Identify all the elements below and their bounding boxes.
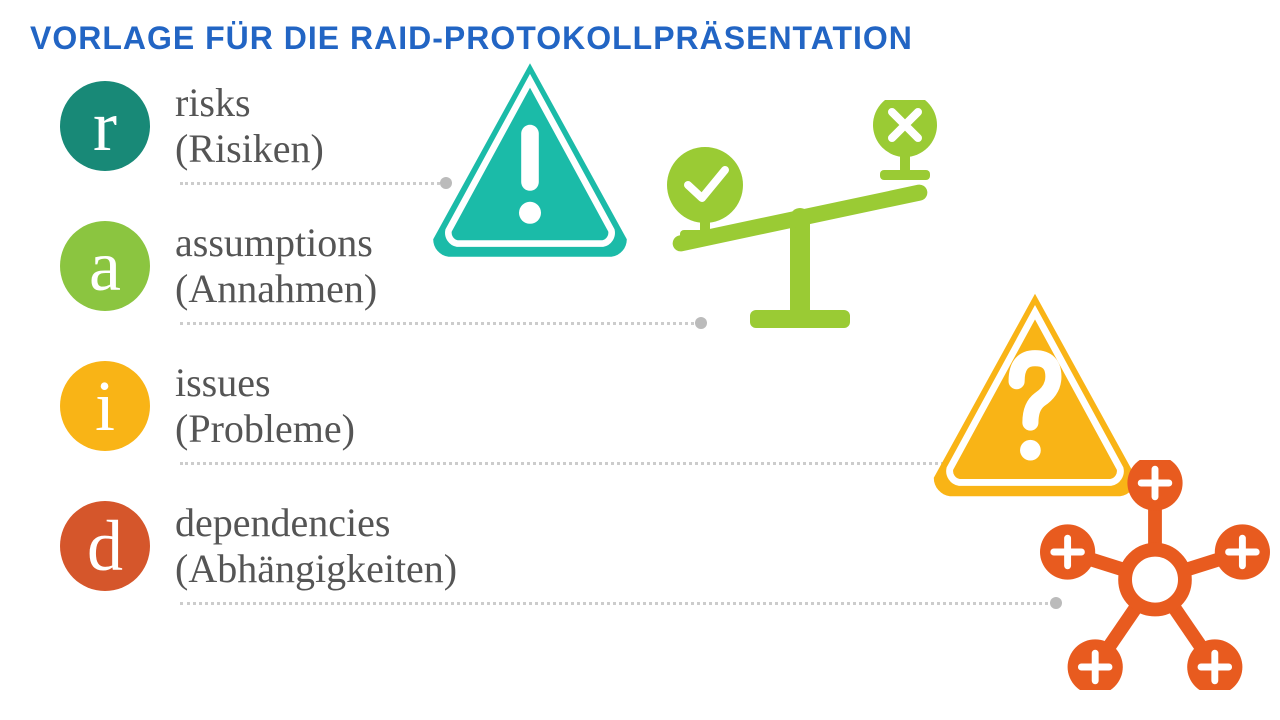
risks-warning-icon — [420, 50, 640, 270]
raid-row-r: rrisks(Risiken) — [60, 80, 324, 172]
raid-label-line2: (Annahmen) — [175, 266, 377, 312]
raid-label-d: dependencies(Abhängigkeiten) — [175, 500, 457, 592]
raid-label-line2: (Risiken) — [175, 126, 324, 172]
raid-label-i: issues(Probleme) — [175, 360, 355, 452]
raid-label-line2: (Probleme) — [175, 406, 355, 452]
letter-circle-r: r — [60, 81, 150, 171]
raid-label-a: assumptions(Annahmen) — [175, 220, 377, 312]
raid-row-i: iissues(Probleme) — [60, 360, 355, 452]
dotted-line — [180, 602, 1055, 605]
assumptions-scale-icon — [630, 100, 970, 340]
dotted-line — [180, 462, 950, 465]
letter-circle-d: d — [60, 501, 150, 591]
raid-label-line2: (Abhängigkeiten) — [175, 546, 457, 592]
raid-label-line1: assumptions — [175, 220, 377, 266]
raid-label-line1: dependencies — [175, 500, 457, 546]
raid-row-d: d dependencies(Abhängigkeiten) — [60, 500, 457, 592]
letter-circle-i: i — [60, 361, 150, 451]
raid-label-r: risks(Risiken) — [175, 80, 324, 172]
dotted-line — [180, 322, 700, 325]
raid-label-line1: issues — [175, 360, 355, 406]
dependencies-network-icon — [1040, 460, 1270, 690]
dotted-line — [180, 182, 445, 185]
raid-label-line1: risks — [175, 80, 324, 126]
raid-row-a: a assumptions(Annahmen) — [60, 220, 377, 312]
letter-circle-a: a — [60, 221, 150, 311]
